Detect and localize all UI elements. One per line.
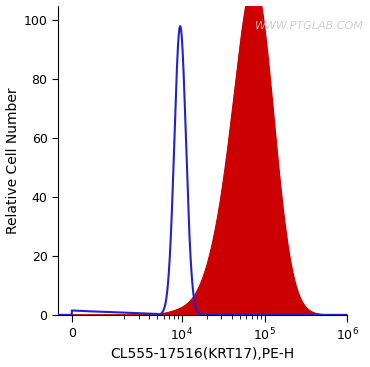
Text: WWW.PTGLAB.COM: WWW.PTGLAB.COM — [255, 21, 364, 31]
X-axis label: CL555-17516(KRT17),PE-H: CL555-17516(KRT17),PE-H — [111, 348, 295, 361]
Y-axis label: Relative Cell Number: Relative Cell Number — [6, 87, 20, 233]
